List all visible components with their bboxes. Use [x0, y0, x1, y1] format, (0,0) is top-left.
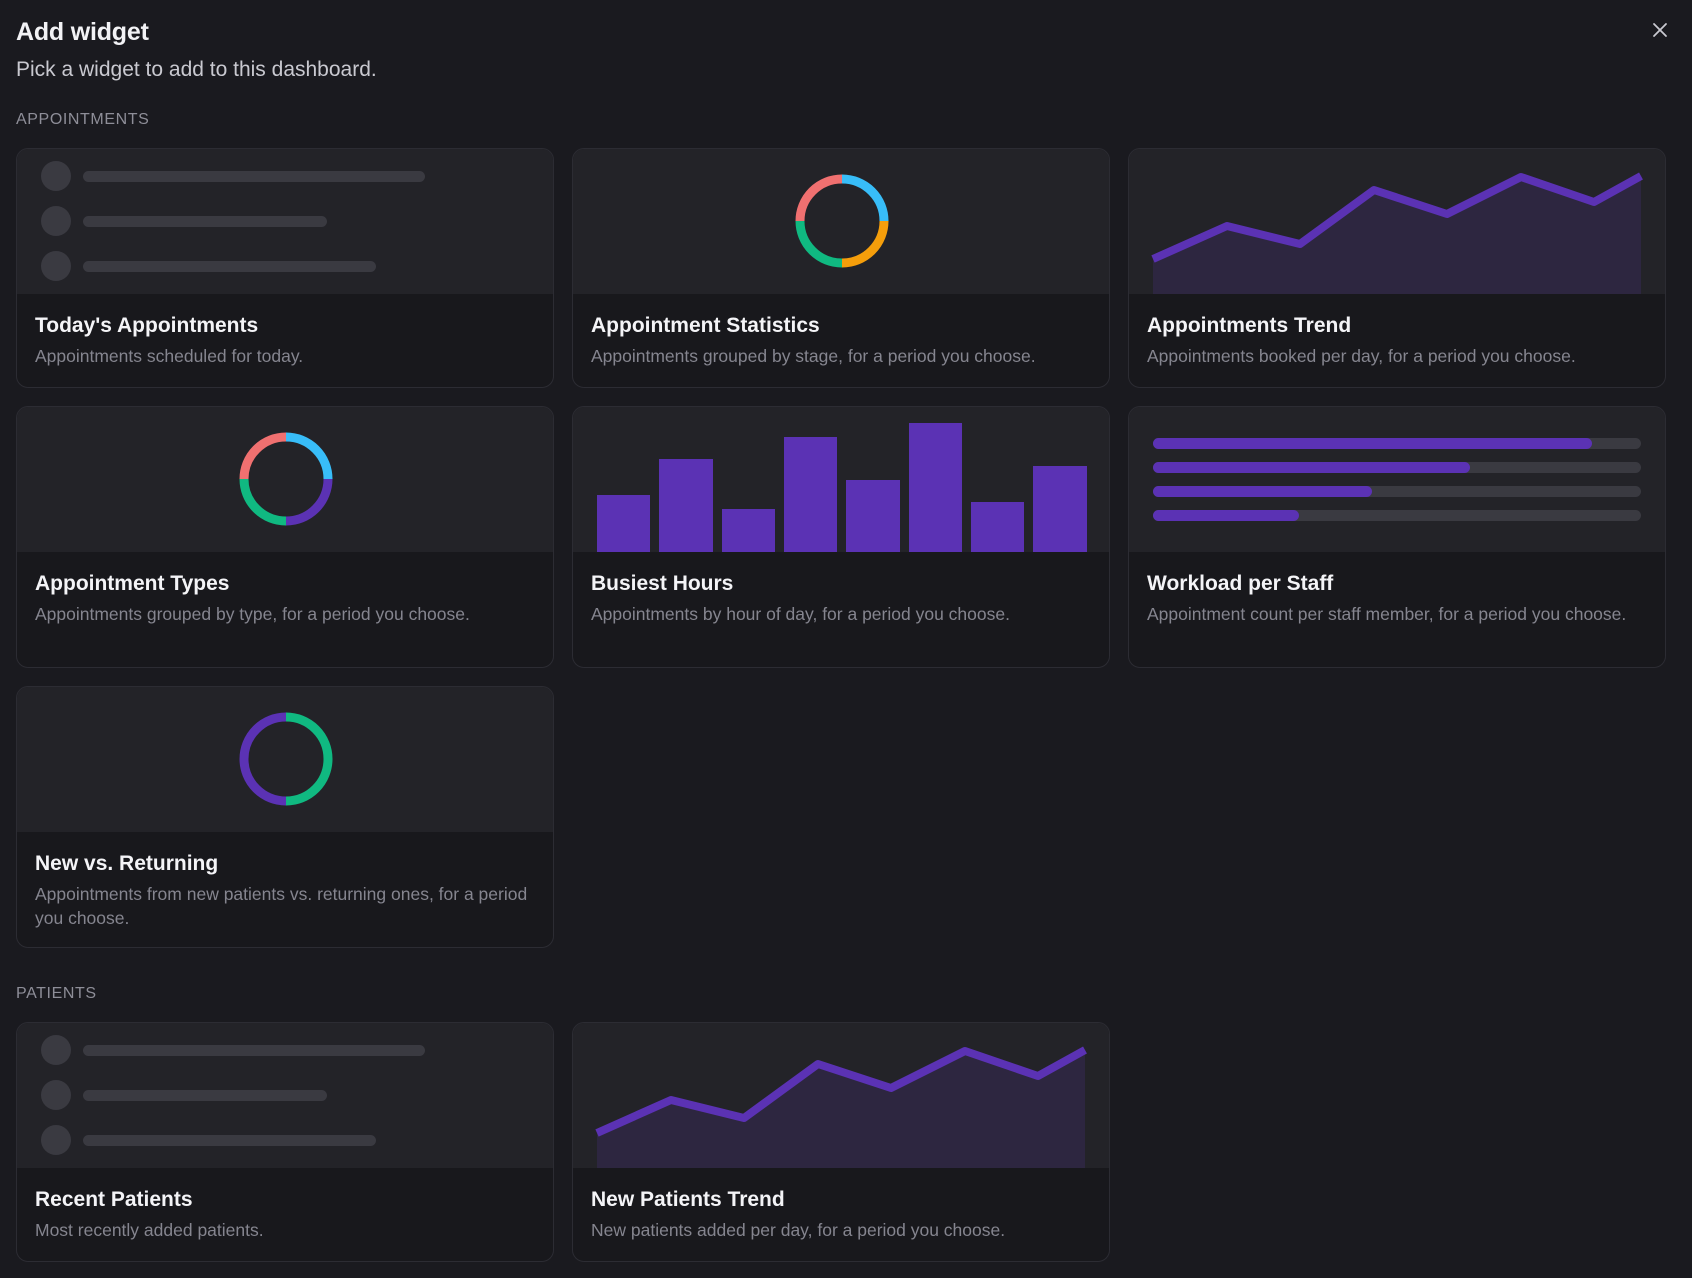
horizontal-bars-preview: [1129, 407, 1665, 552]
widget-title: Appointment Types: [35, 572, 230, 595]
donut-segment: [795, 220, 843, 268]
donut-segment: [841, 220, 889, 268]
donut-segment: [285, 432, 333, 480]
donut-preview: [573, 149, 1109, 294]
widget-card-new-patients-trend[interactable]: New Patients Trend New patients added pe…: [572, 1022, 1110, 1262]
widget-description: Appointment count per staff member, for …: [1147, 604, 1627, 624]
donut-segment: [285, 478, 333, 526]
list-preview: [17, 1023, 553, 1168]
widget-title: Workload per Staff: [1147, 572, 1334, 595]
widget-title: Appointments Trend: [1147, 314, 1352, 337]
widget-description: Appointments by hour of day, for a perio…: [591, 604, 1010, 624]
widget-card-appointments-trend[interactable]: Appointments Trend Appointments booked p…: [1128, 148, 1666, 388]
widget-card-new-vs-returning[interactable]: New vs. Returning Appointments from new …: [16, 686, 554, 948]
donut-segment: [841, 174, 889, 222]
close-button[interactable]: [1648, 18, 1672, 42]
list-preview: [17, 149, 553, 294]
widget-card-recent-patients[interactable]: Recent Patients Most recently added pati…: [16, 1022, 554, 1262]
dialog-title: Add widget: [16, 18, 149, 46]
widget-title: Today's Appointments: [35, 314, 259, 337]
widget-description: New patients added per day, for a period…: [591, 1220, 1006, 1240]
area-line-preview: [1129, 149, 1665, 294]
widget-title: Busiest Hours: [591, 572, 734, 595]
widget-card-workload-per-staff[interactable]: Workload per Staff Appointment count per…: [1128, 406, 1666, 668]
widget-title: New Patients Trend: [591, 1188, 785, 1211]
donut-preview: [17, 687, 553, 832]
donut-segment: [795, 174, 843, 222]
section-label-patients: PATIENTS: [16, 985, 97, 1002]
donut-segment: [285, 712, 333, 760]
widget-description: Appointments grouped by stage, for a per…: [591, 346, 1036, 366]
donut-segment: [239, 758, 287, 806]
widget-description: Appointments scheduled for today.: [35, 346, 304, 366]
appointments-widget-grid: Today's Appointments Appointments schedu…: [16, 148, 1676, 948]
donut-segment: [239, 432, 287, 480]
widget-card-appointment-statistics[interactable]: Appointment Statistics Appointments grou…: [572, 148, 1110, 388]
bars-preview: [573, 407, 1109, 552]
widget-description: Appointments grouped by type, for a peri…: [35, 604, 470, 624]
widget-description: Appointments booked per day, for a perio…: [1147, 346, 1576, 366]
donut-preview: [17, 407, 553, 552]
donut-segment: [285, 758, 333, 806]
patients-widget-grid: Recent Patients Most recently added pati…: [16, 1022, 1676, 1262]
widget-title: New vs. Returning: [35, 852, 219, 875]
area-line-preview: [573, 1023, 1109, 1168]
widget-card-appointment-types[interactable]: Appointment Types Appointments grouped b…: [16, 406, 554, 668]
close-icon: [1653, 23, 1667, 37]
widget-description: Most recently added patients.: [35, 1220, 264, 1240]
widget-card-busiest-hours[interactable]: Busiest Hours Appointments by hour of da…: [572, 406, 1110, 668]
widget-description: Appointments from new patients vs. retur…: [35, 884, 528, 928]
widget-title: Appointment Statistics: [591, 314, 820, 337]
donut-segment: [239, 478, 287, 526]
section-label-appointments: APPOINTMENTS: [16, 111, 150, 128]
widget-title: Recent Patients: [35, 1188, 193, 1211]
donut-segment: [239, 712, 287, 760]
widget-card-todays-appointments[interactable]: Today's Appointments Appointments schedu…: [16, 148, 554, 388]
dialog-subtitle: Pick a widget to add to this dashboard.: [16, 58, 377, 81]
